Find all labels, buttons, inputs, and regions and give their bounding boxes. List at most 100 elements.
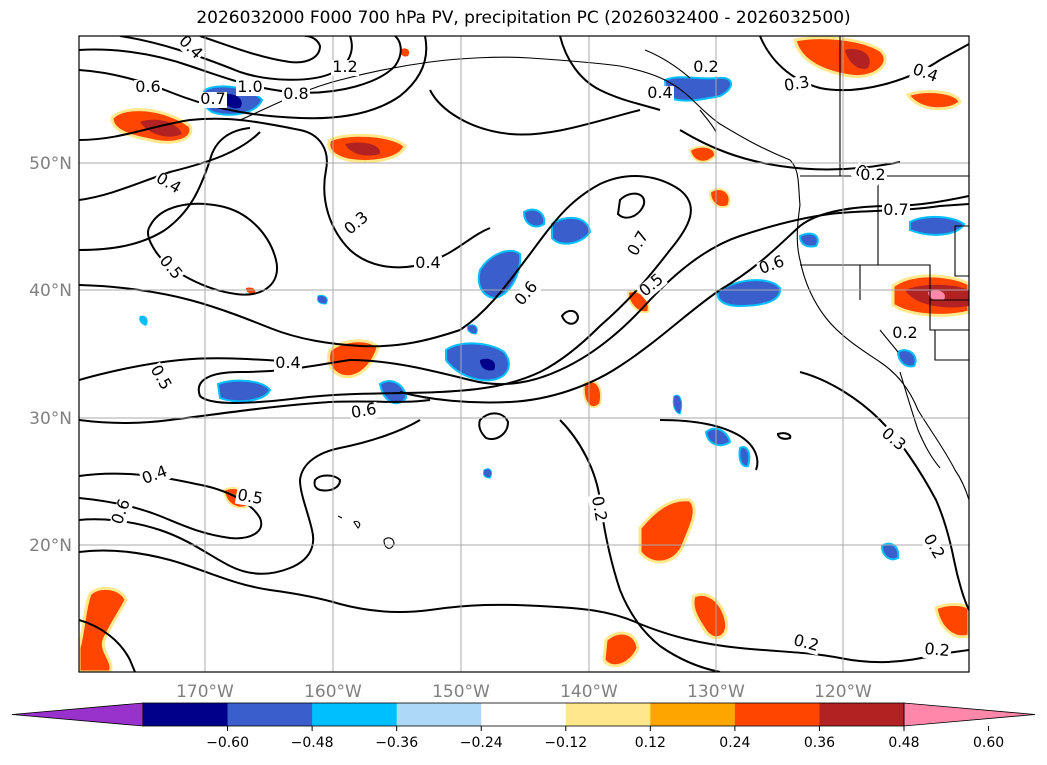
contour-label-bg	[859, 168, 887, 184]
precip-blob	[477, 249, 522, 300]
contour-label: 1.2	[332, 57, 357, 76]
precip-blob	[551, 216, 592, 245]
colorbar-extend-min	[11, 702, 144, 727]
contour-label-bg	[882, 203, 910, 219]
precip-negative-anomalies	[139, 76, 966, 561]
lat-tick-label: 20°N	[29, 536, 72, 556]
colorbar-tick-label: −0.48	[291, 735, 334, 751]
precip-blob	[905, 90, 962, 111]
colorbar-segment	[312, 703, 398, 726]
colorbar-segment	[396, 703, 482, 726]
contour-label-bg	[891, 326, 919, 342]
precip-blob	[246, 287, 256, 294]
precip-blob	[522, 208, 546, 228]
lon-tick-label: 170°W	[176, 682, 234, 702]
colorbar-segment	[227, 703, 313, 726]
contour-label: 0.4	[415, 253, 440, 272]
colorbar-tick-label: 0.60	[973, 735, 1004, 751]
precip-blob	[934, 602, 969, 639]
contour-label: 1.0	[237, 77, 262, 96]
colorbar-segment	[565, 703, 651, 726]
contour-label-bg	[146, 361, 174, 395]
contour-label: 0.5	[236, 485, 264, 508]
contour-label-bg	[646, 86, 674, 102]
contour-label-bg	[151, 170, 185, 198]
precip-blob	[708, 188, 731, 208]
precip-blob	[672, 394, 683, 415]
precip-blob	[467, 324, 478, 335]
precip-blob	[716, 279, 782, 308]
contour-label-bg	[414, 256, 442, 272]
contour-label-bg	[877, 424, 909, 456]
colorbar-tick-label: 0.36	[804, 735, 835, 751]
lat-tick-labels: 50°N 40°N 30°N 20°N	[29, 154, 72, 556]
contour-label-bg	[234, 487, 266, 509]
precip-blob	[216, 379, 272, 403]
precip-blob	[139, 315, 148, 326]
chart-title: 2026032000 F000 700 hPa PV, precipitatio…	[196, 8, 851, 28]
lon-tick-label: 140°W	[560, 682, 618, 702]
precip-blob	[704, 427, 732, 447]
contour-label-bg	[625, 227, 653, 261]
lat-tick-label: 50°N	[29, 154, 72, 174]
map-frame	[79, 36, 969, 672]
colorbar-segment	[819, 703, 905, 726]
contour-label: 0.3	[783, 72, 811, 95]
precip-blob	[445, 342, 510, 382]
precip-blob	[345, 142, 381, 156]
lat-tick-label: 30°N	[29, 409, 72, 429]
contour-label-bg	[692, 60, 720, 76]
contour-label: 0.2	[892, 323, 917, 342]
contour-label: 0.2	[924, 639, 951, 660]
pv-contours	[79, 36, 969, 672]
contour-label-bg	[236, 80, 264, 96]
contour-label-bg	[341, 208, 373, 240]
colorbar-outline	[142, 702, 905, 727]
contour-label: 0.2	[693, 57, 718, 76]
precip-blob	[317, 295, 328, 305]
colorbar-segment	[143, 703, 229, 726]
lon-tick-label: 150°W	[432, 682, 490, 702]
contour-label: 0.4	[275, 353, 300, 372]
lon-tick-labels: 170°W 160°W 150°W 140°W 130°W 120°W	[176, 682, 872, 702]
graticule	[79, 36, 969, 672]
colorbar-tick-label: −0.12	[544, 735, 587, 751]
precip-blob	[845, 49, 870, 69]
colorbar-tick-label: −0.24	[460, 735, 503, 751]
colorbar-tick-label: 0.12	[635, 735, 666, 751]
lat-tick-label: 40°N	[29, 281, 72, 301]
contour-label-bg	[790, 632, 822, 656]
precip-blob	[896, 349, 917, 368]
contour-label-bg	[919, 530, 947, 564]
contour-label-bg	[139, 463, 171, 489]
contour-label: 0.7	[883, 200, 908, 219]
precip-blob	[880, 542, 900, 561]
colorbar: −0.60 −0.48 −0.36 −0.24 −0.12 0.12 0.24 0.36 0.4…	[11, 702, 1036, 751]
colorbar-tick-label: −0.36	[375, 735, 418, 751]
contour-label-bg	[781, 74, 813, 96]
precip-blob	[400, 48, 410, 57]
precip-blob	[483, 468, 493, 479]
contour-label-bg	[331, 60, 359, 76]
precip-blob	[928, 290, 945, 301]
contour-label-bg	[134, 80, 162, 96]
colorbar-tick-label: −0.60	[206, 735, 249, 751]
contour-label: 0.4	[647, 83, 672, 102]
contour-label-bg	[587, 493, 609, 525]
precip-blob	[663, 76, 732, 102]
colorbar-extend-max	[903, 702, 1036, 727]
contour-label-bg	[348, 401, 380, 423]
contour-label-bg	[274, 356, 302, 372]
contour-label-bg	[922, 641, 952, 661]
colorbar-segment	[650, 703, 736, 726]
contour-label: 0.2	[860, 165, 885, 184]
precip-blob	[480, 358, 496, 371]
contour-label-bg	[909, 61, 941, 87]
precip-blob	[602, 631, 640, 668]
contour-label-bg	[756, 253, 788, 279]
contour-label: 0.6	[350, 399, 378, 422]
contour-label-bg	[199, 92, 227, 108]
colorbar-segment	[734, 703, 820, 726]
precip-blob	[688, 145, 716, 163]
